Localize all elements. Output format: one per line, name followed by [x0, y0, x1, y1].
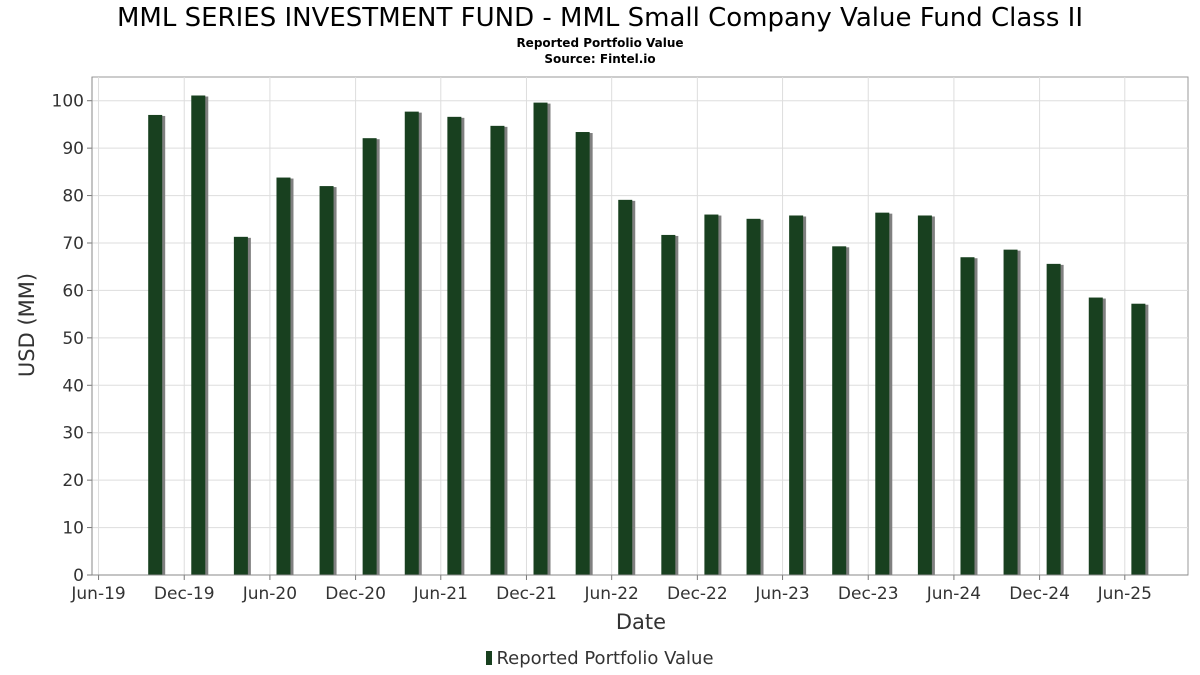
bar: [575, 132, 590, 575]
bar: [1088, 297, 1103, 575]
bar: [789, 215, 804, 575]
bar: [832, 246, 847, 575]
y-axis-label: USD (MM): [15, 273, 39, 377]
chart-source: Source: Fintel.io: [544, 52, 656, 66]
x-tick-label: Jun-24: [926, 584, 981, 604]
bar: [490, 125, 505, 575]
bar: [404, 111, 419, 575]
axis-layer: 0 10 20 30 40 50 60 70 80 90 100 Jun-19 Dec-19 Jun-20…: [52, 77, 1188, 604]
legend-swatch: [486, 651, 493, 665]
bar: [917, 215, 932, 575]
y-tick-label: 70: [62, 234, 84, 254]
bar: [233, 236, 248, 575]
legend: Reported Portfolio Value: [0, 648, 1200, 669]
bar: [618, 199, 633, 575]
chart-subtitle: Reported Portfolio Value: [516, 36, 684, 50]
bar: [319, 186, 334, 576]
chart-title: MML SERIES INVESTMENT FUND - MML Small C…: [117, 3, 1083, 33]
bar: [1131, 303, 1146, 575]
y-tick-label: 50: [62, 329, 84, 349]
x-tick-label: Dec-20: [325, 584, 386, 604]
x-tick-label: Dec-22: [667, 584, 728, 604]
bar: [1003, 249, 1018, 575]
bar-chart: 0 10 20 30 40 50 60 70 80 90 100 Jun-19 Dec-19 Jun-20…: [15, 76, 1189, 634]
bar: [661, 234, 676, 576]
y-tick-label: 90: [62, 139, 84, 159]
y-tick-label: 20: [62, 471, 84, 491]
bar: [746, 218, 761, 575]
bar: [447, 116, 462, 575]
y-tick-label: 40: [62, 376, 84, 396]
bar: [875, 212, 890, 575]
grid-layer: [91, 76, 1189, 576]
bar: [148, 114, 163, 575]
x-tick-label: Dec-24: [1009, 584, 1070, 604]
bar: [362, 138, 377, 575]
y-tick-label: 60: [62, 281, 84, 301]
bar: [960, 257, 975, 575]
bar: [276, 177, 291, 575]
x-tick-label: Dec-19: [154, 584, 215, 604]
bar: [704, 214, 719, 576]
x-tick-label: Jun-19: [70, 584, 125, 604]
x-tick-label: Jun-23: [754, 584, 809, 604]
y-tick-label: 30: [62, 424, 84, 444]
x-tick-label: Dec-21: [496, 584, 557, 604]
y-tick-label: 0: [73, 566, 84, 586]
y-tick-label: 80: [62, 187, 84, 207]
y-tick-label: 10: [62, 519, 84, 539]
plot-area: [91, 76, 1189, 576]
y-tick-label: 100: [52, 92, 84, 112]
bar-layer: [148, 95, 1149, 576]
x-tick-label: Jun-25: [1097, 584, 1152, 604]
x-tick-label: Jun-20: [242, 584, 297, 604]
x-tick-label: Jun-21: [413, 584, 468, 604]
x-tick-label: Dec-23: [838, 584, 899, 604]
x-axis-label: Date: [616, 610, 666, 634]
legend-label: Reported Portfolio Value: [496, 648, 714, 669]
x-tick-label: Jun-22: [584, 584, 639, 604]
bar: [533, 102, 548, 576]
bar: [191, 95, 206, 576]
bar: [1046, 263, 1061, 575]
